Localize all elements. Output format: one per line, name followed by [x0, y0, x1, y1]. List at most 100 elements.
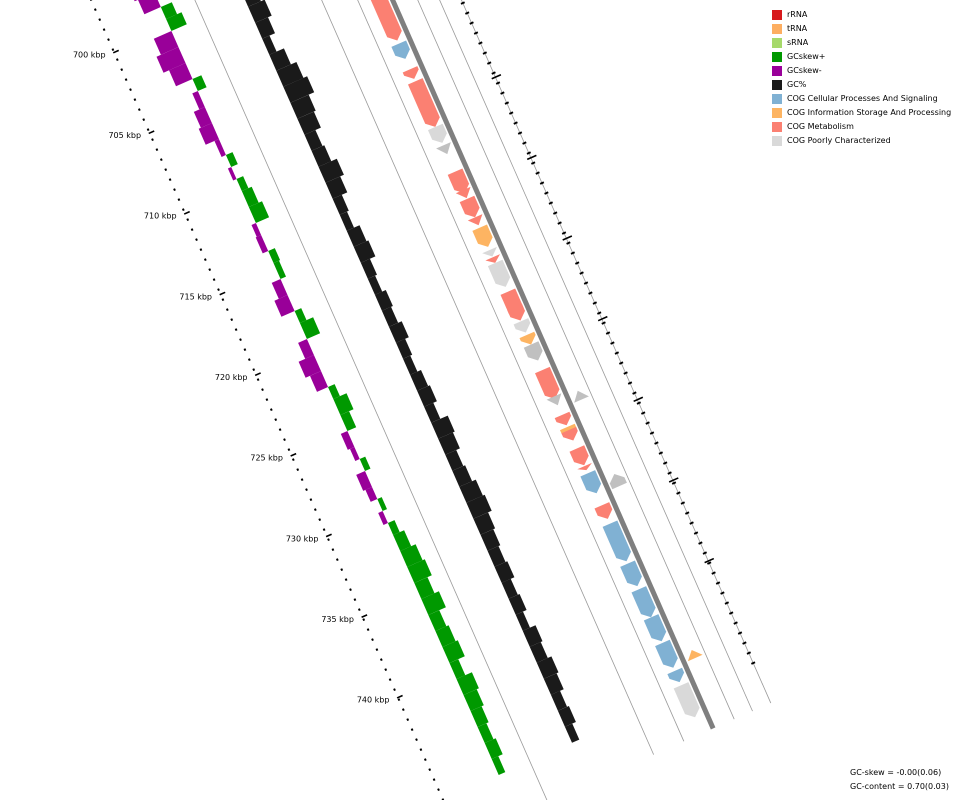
gc-skew-negative-bar — [340, 431, 355, 450]
legend-label: COG Poorly Characterized — [787, 136, 891, 145]
outer-minor-tick — [750, 661, 756, 665]
legend-item: COG Cellular Processes And Signaling — [772, 93, 960, 107]
ruler-major-tick — [254, 372, 261, 377]
cds-feature-arrow — [436, 142, 451, 155]
gc-content-bar — [276, 62, 304, 87]
ruler-minor-tick — [159, 158, 163, 162]
legend-swatch — [772, 80, 782, 90]
gc-content-bar — [283, 76, 315, 103]
gc-content-bar — [403, 355, 418, 375]
outer-minor-tick — [737, 631, 743, 635]
outer-major-tick — [526, 154, 537, 161]
ruler-label: 725 kbp — [250, 454, 283, 463]
outer-minor-tick — [574, 261, 580, 265]
ruler-minor-tick — [401, 708, 405, 712]
ruler-minor-tick — [217, 288, 220, 292]
legend-label: COG Metabolism — [787, 122, 854, 131]
ruler-minor-tick — [384, 668, 388, 672]
cds-feature-arrow — [602, 520, 631, 562]
ruler-minor-tick — [331, 548, 335, 552]
cds-feature-arrow — [620, 560, 642, 587]
ruler-major-tick — [148, 130, 155, 135]
outer-minor-tick — [649, 431, 655, 435]
gc-content-bar — [339, 211, 354, 231]
outer-minor-tick — [702, 551, 708, 555]
gc-skew-positive-bar — [470, 706, 489, 727]
gc-skew-negative-bar — [298, 339, 314, 359]
cds-feature-arrow — [535, 366, 560, 399]
gc-skew-negative-bar — [214, 139, 226, 157]
ruler-minor-tick — [327, 538, 330, 542]
gc-content-bar — [494, 561, 515, 583]
ruler-label: 715 kbp — [179, 292, 212, 301]
gc-content-bar — [332, 194, 349, 215]
outer-minor-tick — [561, 231, 567, 235]
legend-swatch — [772, 136, 782, 146]
legend-swatch — [772, 108, 782, 118]
gc-skew-negative-bar — [378, 511, 388, 525]
outer-minor-tick — [742, 641, 747, 645]
gc-content-bar — [473, 512, 496, 535]
outer-minor-tick — [654, 441, 659, 445]
outer-minor-tick — [513, 121, 518, 125]
gc-content-bar — [487, 546, 506, 567]
cds-feature-arrow — [467, 214, 483, 226]
ruler-minor-tick — [274, 418, 278, 422]
legend-label: sRNA — [787, 38, 809, 47]
outer-major-tick — [491, 74, 502, 80]
ruler-minor-tick — [318, 518, 322, 522]
legend-swatch — [772, 38, 782, 48]
ruler-minor-tick — [379, 658, 383, 662]
gc-skew-positive-bar — [273, 260, 286, 279]
gc-skew-negative-bar — [350, 447, 360, 461]
ruler-minor-tick — [115, 58, 119, 62]
ruler-minor-tick — [120, 68, 124, 72]
ruler-minor-tick — [261, 388, 264, 392]
ruler-major-tick — [219, 291, 226, 296]
gc-content-bar — [529, 642, 548, 663]
legend-swatch — [772, 122, 782, 132]
cds-feature-arrow — [655, 639, 678, 668]
outer-minor-tick — [478, 41, 483, 45]
legend-label: GCskew- — [787, 66, 822, 75]
track-ring — [321, 0, 655, 755]
gc-content-bar — [262, 35, 277, 55]
ruler-major-tick — [361, 614, 368, 619]
gc-content-bar — [445, 450, 464, 471]
track-ring — [357, 0, 685, 742]
gc-content-bar — [480, 529, 501, 551]
cds-feature-arrow — [455, 186, 471, 199]
outer-minor-tick — [464, 11, 470, 15]
outer-minor-tick — [632, 391, 637, 395]
gc-skew-negative-bar — [169, 63, 193, 87]
ruler-minor-tick — [309, 498, 313, 502]
outer-minor-tick — [610, 341, 615, 345]
gc-skew-positive-bar — [241, 186, 259, 207]
gc-content-bar — [543, 673, 564, 695]
ruler-minor-tick — [349, 588, 352, 592]
ruler-minor-tick — [296, 468, 300, 472]
legend-label: GC% — [787, 80, 807, 89]
gc-skew-positive-bar — [236, 176, 249, 191]
outer-minor-tick — [504, 101, 510, 105]
ruler-minor-tick — [415, 738, 418, 742]
ruler-minor-tick — [340, 568, 344, 572]
outer-minor-tick — [601, 321, 606, 325]
outer-minor-tick — [662, 461, 668, 465]
gc-content-bar — [374, 290, 393, 311]
ruler-minor-tick — [221, 298, 225, 302]
legend-item: sRNA — [772, 37, 960, 51]
ruler-minor-tick — [93, 8, 97, 12]
outer-minor-tick — [539, 181, 545, 185]
outer-minor-tick — [517, 131, 523, 135]
ruler-minor-tick — [432, 778, 436, 782]
legend-item: GCskew- — [772, 65, 960, 79]
gc-skew-positive-bar — [268, 248, 281, 263]
outer-minor-tick — [508, 111, 514, 115]
gc-content-bar — [248, 0, 272, 23]
legend-swatch — [772, 24, 782, 34]
legend-swatch — [772, 66, 782, 76]
outer-minor-tick — [645, 421, 650, 425]
ruler-minor-tick — [283, 438, 286, 442]
ruler-minor-tick — [243, 348, 247, 352]
